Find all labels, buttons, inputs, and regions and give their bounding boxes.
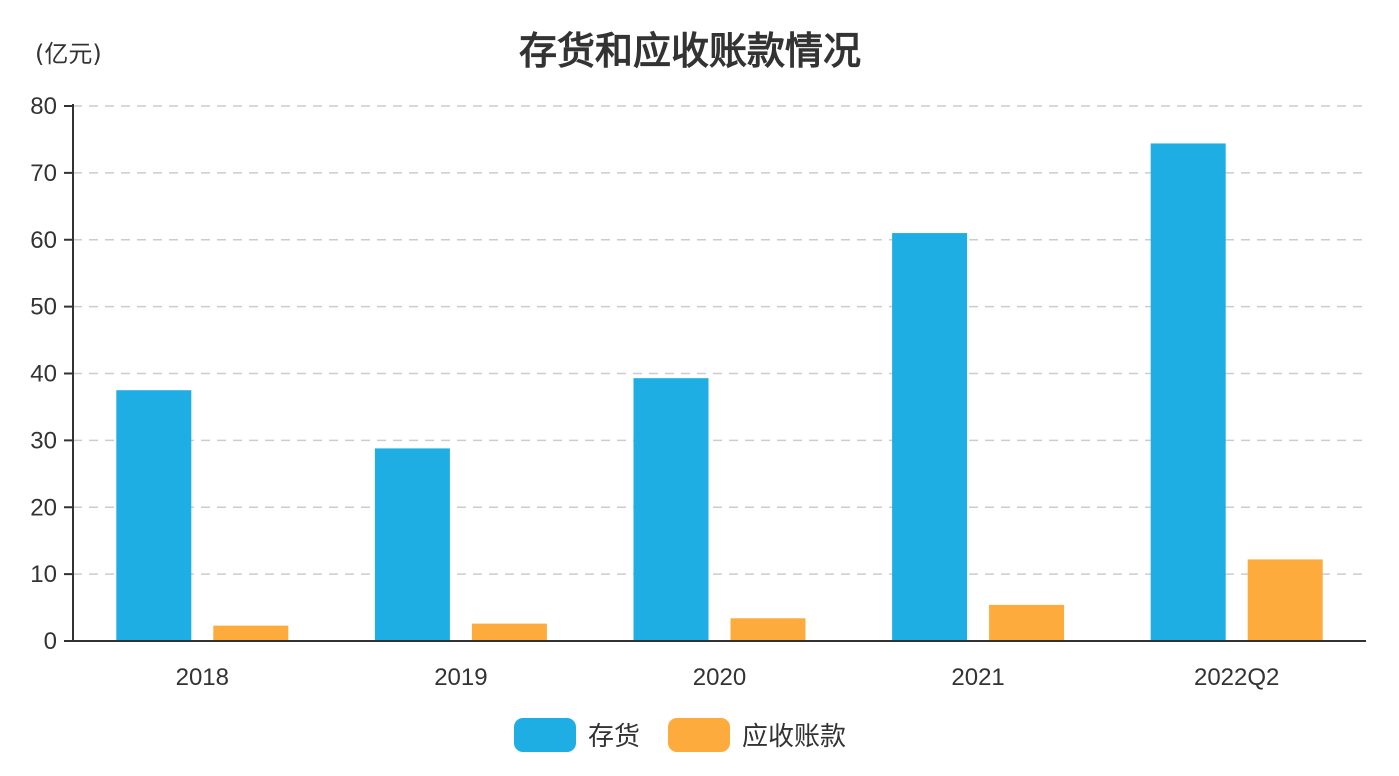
y-tick-label: 70 — [30, 160, 57, 187]
bars — [116, 143, 1323, 641]
y-tick-label: 0 — [44, 628, 57, 655]
x-tick-label: 2021 — [951, 664, 1004, 691]
legend-swatch-inventory — [514, 718, 576, 752]
y-tick-label: 50 — [30, 294, 57, 321]
bar-inventory-2020 — [633, 378, 709, 641]
bar-inventory-2022Q2 — [1150, 143, 1226, 641]
legend-swatch-receivables — [668, 718, 730, 752]
chart-title: 存货和应收账款情况 — [519, 29, 861, 73]
legend-label-inventory: 存货 — [588, 722, 640, 752]
y-tick-label: 30 — [30, 427, 57, 454]
bar-inventory-2018 — [116, 390, 192, 641]
y-tick-label: 40 — [30, 361, 57, 388]
bar-receivables-2020 — [730, 618, 806, 641]
x-tick-label: 2022Q2 — [1194, 664, 1279, 691]
bar-inventory-2019 — [374, 448, 450, 641]
y-tick-label: 60 — [30, 227, 57, 254]
y-tick-label: 10 — [30, 561, 57, 588]
legend-label-receivables: 应收账款 — [742, 722, 846, 752]
x-tick-label: 2020 — [693, 664, 746, 691]
legend: 存货 应收账款 — [514, 718, 846, 752]
x-tick-label: 2019 — [434, 664, 487, 691]
y-tick-label: 80 — [30, 93, 57, 120]
bar-inventory-2021 — [892, 233, 968, 641]
bar-receivables-2021 — [989, 604, 1065, 641]
bar-receivables-2019 — [471, 623, 547, 641]
x-tick-label: 2018 — [176, 664, 229, 691]
y-axis-unit-label: (亿元) — [35, 40, 102, 68]
gridlines — [73, 105, 1366, 575]
bar-receivables-2022Q2 — [1247, 559, 1323, 641]
bar-receivables-2018 — [213, 625, 289, 641]
y-tick-label: 20 — [30, 494, 57, 521]
y-axis-ticks: 0 10 20 30 40 50 60 70 80 — [30, 93, 73, 655]
x-axis-ticks: 2018 2019 2020 2021 2022Q2 — [176, 664, 1280, 691]
